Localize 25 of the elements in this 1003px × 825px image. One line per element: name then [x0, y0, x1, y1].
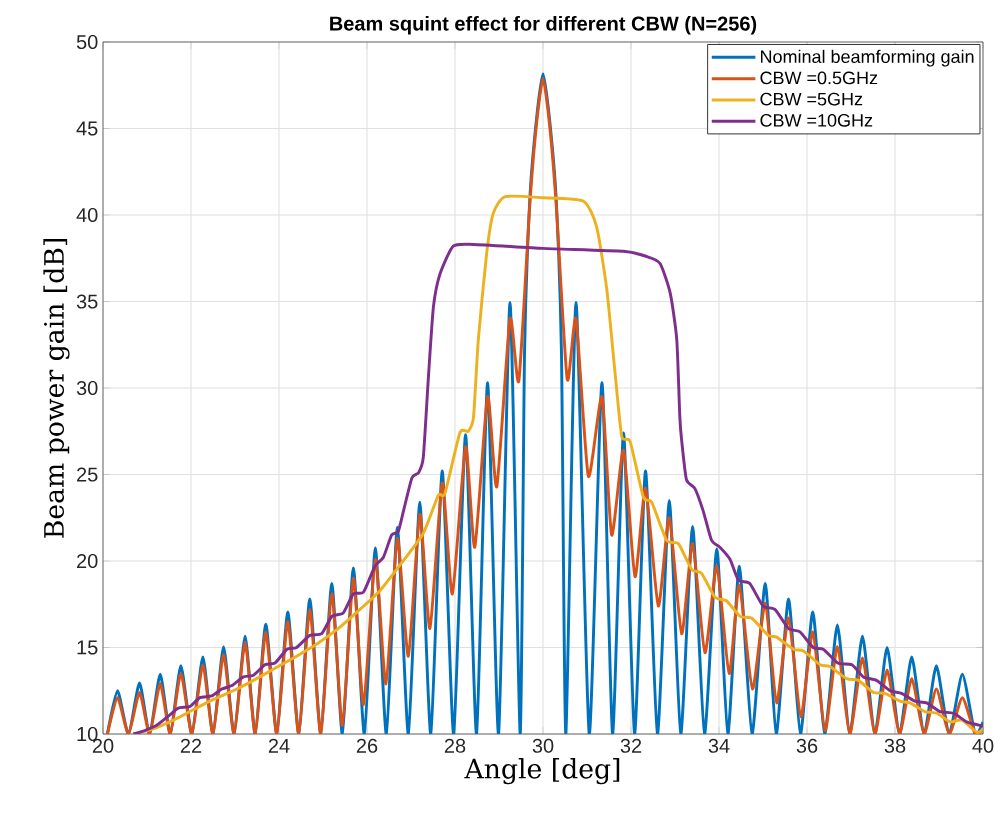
y-tick-label: 30: [76, 380, 98, 396]
x-tick-label: 34: [708, 738, 730, 753]
x-tick-label: 28: [444, 738, 466, 753]
chart-title: Beam squint effect for different CBW (N=256): [330, 15, 757, 35]
legend-label: CBW =5GHz: [760, 92, 863, 106]
x-axis-title: Angle [deg]: [464, 758, 620, 785]
x-tick-label: 32: [620, 738, 642, 753]
x-tick-label: 24: [268, 738, 290, 753]
x-tick-label: 22: [180, 738, 202, 753]
x-tick-label: 36: [796, 738, 818, 753]
y-tick-label: 15: [77, 640, 98, 655]
x-tick-label: 30: [532, 738, 554, 753]
x-tick-label: 38: [884, 738, 906, 753]
y-tick-label: 25: [77, 467, 98, 482]
y-tick-label: 45: [76, 121, 98, 136]
legend-label: CBW =10GHz: [760, 114, 873, 127]
x-tick-label: 40: [972, 738, 994, 753]
x-tick-label: 26: [356, 738, 378, 753]
legend-label: Nominal beamforming gain: [761, 49, 974, 67]
y-tick-label: 20: [77, 553, 98, 569]
y-tick-label: 40: [76, 207, 98, 223]
legend-label: CBW =0.5GHz: [760, 71, 878, 85]
y-tick-label: 50: [76, 34, 98, 50]
y-axis-title: Beam power gain [dB]: [43, 239, 70, 538]
y-tick-label: 35: [76, 294, 98, 309]
